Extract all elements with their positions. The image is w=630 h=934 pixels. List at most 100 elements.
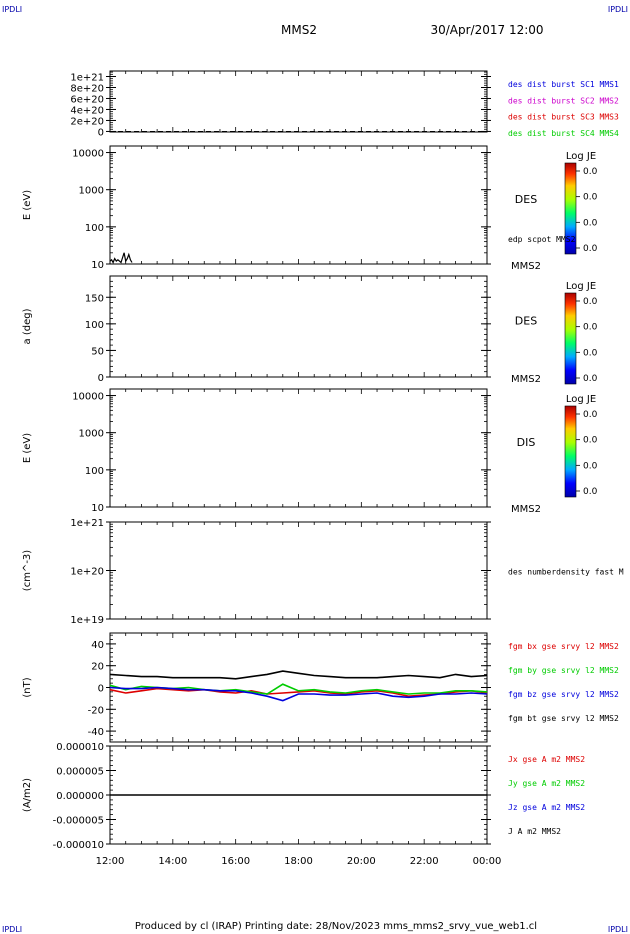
colorbar-tick-label: 0.0 — [583, 297, 598, 307]
legend-entry: Jx gse A m2 MMS2 — [508, 755, 585, 764]
y-tick-label: 10000 — [72, 392, 104, 403]
x-tick-label: 14:00 — [158, 856, 187, 867]
legend-entry: fgm bt gse srvy l2 MMS2 — [508, 714, 619, 723]
y-axis-label: (nT) — [22, 677, 33, 697]
corner-label-top-left: IPDLI — [2, 5, 22, 14]
panel-frame — [109, 275, 488, 378]
y-axis-label: (cm^-3) — [22, 550, 33, 591]
colorbar-title: Log JE — [566, 151, 596, 162]
y-tick-label: 4e+20 — [70, 105, 104, 116]
colorbar-tick-label: 0.0 — [583, 374, 598, 384]
y-tick-label: 10 — [91, 503, 104, 514]
y-tick-label: -40 — [88, 727, 104, 738]
series-line — [109, 686, 488, 702]
instrument-label: DIS — [517, 436, 536, 449]
y-tick-label: -20 — [88, 705, 104, 716]
y-tick-label: 0 — [98, 127, 104, 138]
y-tick-label: 150 — [85, 293, 104, 304]
panel-frame — [109, 388, 488, 508]
overlay-series-line — [109, 252, 133, 264]
series-line — [109, 687, 488, 698]
x-tick-label: 18:00 — [284, 856, 313, 867]
instrument-label: DES — [515, 315, 537, 328]
x-tick-label: 20:00 — [347, 856, 376, 867]
colorbar-tick-label: 0.0 — [583, 218, 598, 228]
legend-entry: Jy gse A m2 MMS2 — [508, 779, 585, 788]
footer-credits: Produced by cl (IRAP) Printing date: 28/… — [135, 921, 537, 932]
y-tick-label: 50 — [91, 346, 104, 357]
y-tick-label: 10 — [91, 260, 104, 271]
y-tick-label: 100 — [85, 223, 104, 234]
datetime-title: 30/Apr/2017 12:00 — [430, 23, 543, 37]
y-tick-label: 10000 — [72, 149, 104, 160]
panel-frame — [109, 70, 488, 133]
y-tick-label: 0 — [98, 684, 104, 695]
x-tick-label: 00:00 — [473, 856, 502, 867]
y-axis-label: (A/m2) — [22, 778, 33, 812]
colorbar — [564, 292, 577, 385]
x-tick-label: 22:00 — [410, 856, 439, 867]
y-tick-label: 0.000000 — [56, 791, 104, 802]
y-tick-label: 1e+21 — [70, 518, 104, 529]
legend-entry: des dist burst SC3 MMS3 — [508, 113, 619, 122]
legend-entry: des numberdensity fast M — [508, 568, 624, 577]
colorbar-tick-label: 0.0 — [583, 244, 598, 254]
panel-frame — [109, 145, 488, 265]
colorbar-title: Log JE — [566, 281, 596, 292]
colorbar-tick-label: 0.0 — [583, 487, 598, 497]
y-tick-label: 100 — [85, 466, 104, 477]
colorbar-title: Log JE — [566, 394, 596, 405]
panel-des-energy: 10000 1000 100 10 E (eV) DES MMS2 Log JE 0.0 0.0 0… — [22, 145, 598, 272]
panel-frame — [109, 521, 488, 620]
legend-entry: des dist burst SC4 MMS4 — [508, 129, 619, 138]
corner-label-bottom-right: IPDLI — [608, 925, 628, 934]
panel-dis-energy: 10000 1000 100 10 E (eV) DIS MMS2 Log JE 0.0 0.0 0… — [22, 388, 598, 515]
y-tick-label: -0.000010 — [53, 840, 104, 851]
y-tick-label: -0.000005 — [53, 816, 104, 827]
y-tick-label: 40 — [91, 640, 104, 651]
x-tick-label: 16:00 — [221, 856, 250, 867]
y-tick-label: 100 — [85, 320, 104, 331]
y-tick-label: 0.000005 — [56, 767, 104, 778]
colorbar — [564, 405, 577, 498]
y-tick-label: 0.000010 — [56, 742, 104, 753]
legend-entry: J A m2 MMS2 — [508, 827, 561, 836]
legend-entry: des dist burst SC1 MMS1 — [508, 80, 619, 89]
panel-des-pitch: 150 100 50 0 a (deg) DES MMS2 Log JE 0.0 0.0 0.0 0.… — [22, 275, 598, 385]
instrument-sublabel: MMS2 — [511, 504, 541, 515]
legend-entry: des dist burst SC2 MMS2 — [508, 96, 619, 105]
colorbar-tick-label: 0.0 — [583, 461, 598, 471]
colorbar-tick-label: 0.0 — [583, 167, 598, 177]
colorbar-tick-label: 0.0 — [583, 323, 598, 333]
overlay-label: edp scpot MMS2 — [508, 235, 576, 244]
y-tick-label: 2e+20 — [70, 116, 104, 127]
legend-entry: fgm bz gse srvy l2 MMS2 — [508, 690, 619, 699]
instrument-label: DES — [515, 193, 537, 206]
y-tick-label: 0 — [98, 373, 104, 384]
instrument-sublabel: MMS2 — [511, 261, 541, 272]
legend-entry: fgm by gse srvy l2 MMS2 — [508, 666, 619, 675]
colorbar-tick-label: 0.0 — [583, 410, 598, 420]
y-tick-label: 1000 — [79, 186, 104, 197]
y-axis-label: E (eV) — [22, 190, 33, 220]
corner-label-bottom-left: IPDLI — [2, 925, 22, 934]
y-tick-label: 8e+20 — [70, 83, 104, 94]
instrument-sublabel: MMS2 — [511, 374, 541, 385]
y-axis-label: a (deg) — [22, 308, 33, 344]
legend-entry: Jz gse A m2 MMS2 — [508, 803, 585, 812]
colorbar-tick-label: 0.0 — [583, 193, 598, 203]
colorbar-tick-label: 0.0 — [583, 436, 598, 446]
panel-current: 0.000010 0.000005 0.000000 -0.000005 -0.0000… — [22, 742, 585, 867]
colorbar-tick-label: 0.0 — [583, 348, 598, 358]
y-tick-label: 20 — [91, 662, 104, 673]
spacecraft-title: MMS2 — [281, 23, 317, 37]
panel-fgm: 40 20 0 -20 -40 (nT) fgm bx gse srvy l2 MMS2 fg… — [22, 632, 619, 743]
x-tick-label: 12:00 — [96, 856, 125, 867]
y-axis-label: E (eV) — [22, 433, 33, 463]
y-tick-label: 1e+21 — [70, 72, 104, 83]
legend-entry: fgm bx gse srvy l2 MMS2 — [508, 642, 619, 651]
panel-density: 1e+21 1e+20 1e+19 (cm^-3) des numberdensity … — [22, 518, 624, 626]
y-tick-label: 1000 — [79, 429, 104, 440]
